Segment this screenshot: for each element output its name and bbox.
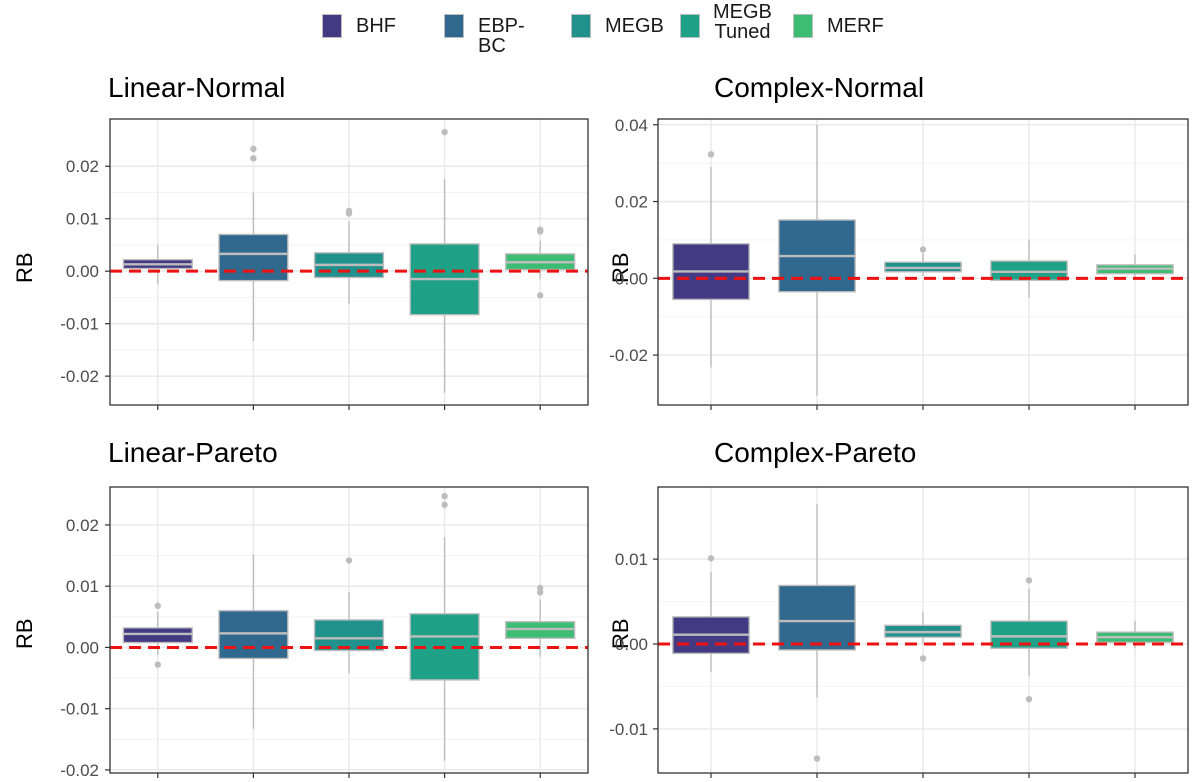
outlier-point: [250, 145, 257, 153]
outlier-point: [1025, 577, 1033, 584]
y-tick-label: 0.00: [66, 638, 99, 657]
y-tick-label: 0.02: [66, 157, 99, 176]
legend-key: [571, 14, 591, 38]
legend-key: [793, 14, 813, 38]
y-tick-label: -0.01: [609, 720, 648, 739]
legend: BHF EBP-BC MEGB MEGB Tuned MERF: [0, 0, 1192, 56]
legend-label: BHF: [356, 15, 396, 37]
box: [313, 619, 385, 652]
y-tick-label: -0.02: [60, 367, 99, 386]
outlier-point: [919, 655, 927, 662]
outlier-point: [813, 755, 821, 762]
y-tick-label: 0.01: [66, 210, 99, 229]
legend-key: [322, 14, 342, 38]
panel-title: Linear-Pareto: [108, 437, 278, 468]
outlier-point: [441, 501, 448, 508]
outlier-point: [537, 584, 544, 592]
outlier-point: [707, 151, 715, 158]
outlier-point: [250, 155, 257, 162]
y-tick-label: 0.00: [615, 269, 648, 288]
legend-label: MERF: [827, 15, 884, 37]
outlier-point: [154, 602, 161, 610]
panel-border: [657, 486, 1189, 774]
box: [218, 610, 289, 660]
y-tick-label: 0.01: [66, 577, 99, 596]
y-tick-label: -0.02: [60, 761, 99, 780]
panel-border: [109, 486, 589, 774]
box: [778, 584, 856, 651]
panel-title: Complex-Normal: [714, 72, 925, 103]
outlier-point: [1025, 695, 1033, 703]
legend-label: MEGB Tuned: [713, 1, 772, 43]
outlier-point: [707, 555, 715, 562]
y-tick-label: 0.00: [66, 262, 99, 281]
outlier-point: [919, 246, 927, 253]
outlier-point: [154, 661, 161, 668]
panel-border: [657, 118, 1189, 406]
y-tick-label: -0.01: [60, 700, 99, 719]
box: [218, 233, 289, 282]
y-tick-label: -0.02: [609, 346, 648, 365]
y-tick-label: 0.02: [615, 193, 648, 212]
y-tick-label: 0.00: [615, 635, 648, 654]
y-tick-label: -0.01: [60, 315, 99, 334]
y-tick-label: 0.02: [66, 516, 99, 535]
legend-key: [444, 14, 464, 38]
outlier-point: [345, 557, 353, 564]
panel-border: [109, 118, 589, 406]
outlier-point: [345, 207, 353, 215]
panel-title: Complex-Pareto: [714, 437, 917, 468]
y-tick-label: 0.01: [615, 550, 648, 569]
outlier-point: [537, 226, 544, 233]
y-tick-label: 0.04: [615, 116, 648, 135]
legend-label: EBP-BC: [478, 15, 525, 57]
legend-key: [680, 14, 700, 38]
outlier-point: [537, 292, 544, 299]
outlier-point: [441, 128, 448, 136]
box: [122, 627, 193, 644]
legend-label: MEGB: [605, 15, 664, 37]
panel-title: Linear-Normal: [108, 72, 286, 103]
outlier-point: [441, 492, 448, 500]
